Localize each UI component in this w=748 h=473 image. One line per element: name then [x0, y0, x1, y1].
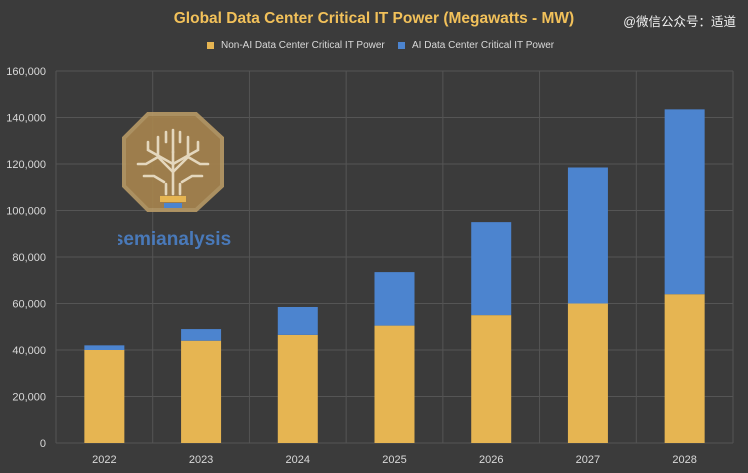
x-tick-label: 2028	[672, 454, 696, 466]
bar-ai	[277, 306, 318, 335]
legend-swatch-ai	[398, 42, 405, 49]
logo-text: semianalysis	[118, 229, 231, 250]
y-tick-label: 100,000	[6, 206, 46, 218]
x-tick-label: 2026	[479, 454, 503, 466]
bar-non-ai	[567, 303, 608, 443]
bar-non-ai	[181, 340, 222, 443]
legend-label-non-ai: Non-AI Data Center Critical IT Power	[221, 40, 385, 51]
bar-ai	[567, 167, 608, 304]
y-tick-label: 0	[40, 438, 46, 450]
bar-non-ai	[664, 294, 705, 443]
x-tick-label: 2025	[382, 454, 406, 466]
watermark: @微信公众号：适道	[623, 15, 736, 29]
bar-non-ai	[277, 334, 318, 443]
y-tick-label: 120,000	[6, 159, 46, 171]
bar-ai	[374, 272, 415, 326]
bar-ai	[84, 345, 125, 350]
legend-item-ai: AI Data Center Critical IT Power	[398, 40, 554, 51]
bar-non-ai	[84, 350, 125, 443]
bar-non-ai	[471, 315, 512, 443]
bar-ai	[181, 329, 222, 341]
x-tick-label: 2024	[286, 454, 310, 466]
legend-item-non-ai: Non-AI Data Center Critical IT Power	[207, 40, 385, 51]
semianalysis-logo: semianalysis	[118, 112, 231, 250]
x-tick-label: 2027	[576, 454, 600, 466]
y-tick-label: 80,000	[12, 252, 46, 264]
bar-non-ai	[374, 325, 415, 443]
y-tick-label: 160,000	[6, 66, 46, 78]
legend-label-ai: AI Data Center Critical IT Power	[412, 40, 555, 51]
y-tick-label: 20,000	[12, 392, 46, 404]
bar-ai	[664, 109, 705, 295]
x-tick-label: 2022	[92, 454, 116, 466]
chart-title: Global Data Center Critical IT Power (Me…	[173, 10, 575, 27]
y-tick-label: 140,000	[6, 113, 46, 125]
y-tick-label: 60,000	[12, 299, 46, 311]
legend-swatch-non-ai	[207, 42, 214, 49]
bar-ai	[471, 222, 512, 316]
x-tick-label: 2023	[189, 454, 213, 466]
y-tick-label: 40,000	[12, 345, 46, 357]
